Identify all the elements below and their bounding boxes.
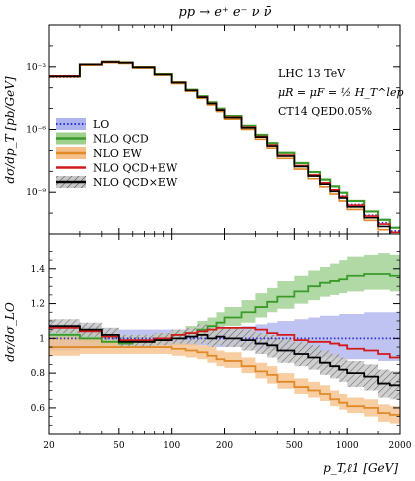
annotation-energy: LHC 13 TeV (278, 67, 346, 80)
x-tick-label: 2000 (389, 441, 412, 451)
x-tick-label: 1000 (336, 441, 359, 451)
y-tick-label-bottom: 0.8 (31, 369, 46, 379)
legend-entry-lo: LO (56, 118, 109, 131)
legend-entry-nlo-ew: NLO EW (56, 147, 142, 160)
ratio-band-nlo-qcd (49, 253, 400, 348)
x-tick-label: 20 (43, 441, 55, 451)
y-axis-label-bottom: dσ/dσ_LO (3, 302, 17, 362)
legend-entry-nlo-qcd-ew: NLO QCD+EW (56, 162, 178, 175)
ratio-line-nlo-ew (49, 346, 400, 416)
top-line-nlo-qcd-ew (49, 61, 391, 234)
x-axis-label: p_T,ℓ1 [GeV] (323, 461, 398, 475)
y-tick-label-top: 10⁻⁹ (26, 188, 46, 198)
ratio-line-nlo-qcd-ew (49, 325, 400, 387)
legend-label: NLO QCD×EW (93, 176, 178, 189)
y-tick-label-bottom: 1 (39, 334, 45, 344)
x-tick-label: 200 (216, 441, 233, 451)
ratio-band-nlo-ew (49, 336, 400, 424)
y-tick-label-bottom: 1.4 (31, 265, 46, 275)
y-tick-label-top: 10⁻³ (26, 63, 46, 73)
x-tick-label: 100 (163, 441, 180, 451)
legend-label: NLO QCD (93, 133, 149, 146)
x-tick-label: 500 (286, 441, 303, 451)
y-tick-label-bottom: 0.6 (31, 404, 46, 414)
chart-title: pp → e⁺ e⁻ ν ν̄ (178, 5, 271, 20)
legend-label: NLO QCD+EW (93, 162, 178, 175)
y-tick-label-bottom: 1.2 (31, 300, 45, 310)
ratio-line-nlo-qcd-ew (49, 327, 400, 359)
legend-entry-nlo-qcd-ew: NLO QCD×EW (56, 176, 178, 189)
annotation-scale: μR = μF = ½ H_T^lep (278, 86, 404, 99)
legend-entry-nlo-qcd: NLO QCD (56, 132, 149, 146)
x-tick-label: 50 (113, 441, 125, 451)
y-tick-label-top: 10⁻⁶ (26, 126, 46, 136)
annotation-pdf: CT14 QED0.05% (278, 105, 372, 118)
legend-label: LO (93, 118, 109, 131)
y-axis-label-top: dσ/dp_T [pb/GeV] (3, 76, 17, 184)
legend-label: NLO EW (93, 147, 142, 160)
